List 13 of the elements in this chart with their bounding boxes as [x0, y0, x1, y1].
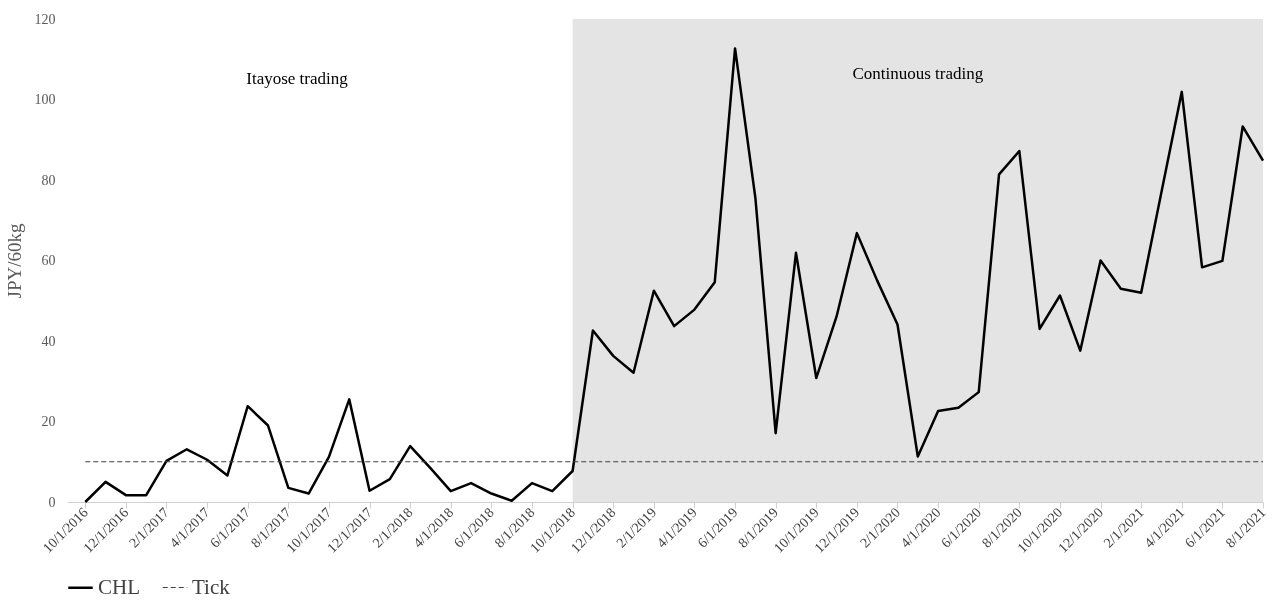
- y-axis-title: JPY/60kg: [3, 223, 25, 299]
- y-tick-label: 40: [41, 333, 56, 349]
- y-tick-label: 80: [41, 172, 56, 188]
- annotation: Itayose trading: [246, 69, 349, 88]
- band-label: Continuous trading: [852, 64, 984, 83]
- legend-label: Tick: [192, 574, 231, 599]
- y-tick-label: 100: [34, 92, 56, 107]
- y-tick-label: 20: [41, 414, 56, 429]
- y-tick-label: 120: [34, 11, 56, 27]
- y-tick-label: 0: [48, 494, 56, 510]
- line-series: [84, 47, 1265, 504]
- y-tick-label: 60: [41, 253, 56, 268]
- legend-label: CHL: [98, 574, 140, 599]
